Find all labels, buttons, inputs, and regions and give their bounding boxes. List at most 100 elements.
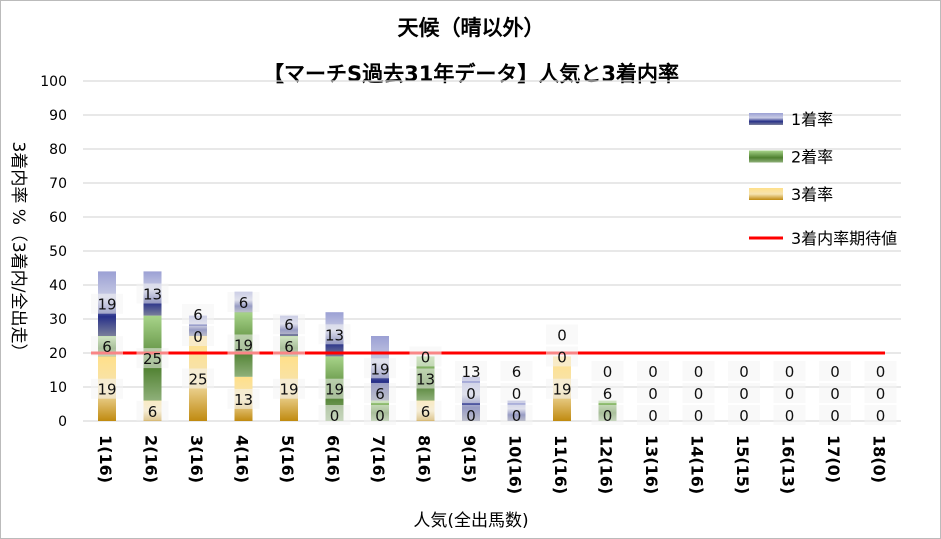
y-tick-label: 30 — [49, 312, 67, 328]
x-tick-label: 9(15) — [460, 435, 479, 483]
data-label: 6 — [375, 385, 385, 403]
data-label-bg — [728, 405, 760, 425]
data-label: 0 — [466, 385, 476, 403]
data-label: 0 — [648, 363, 658, 381]
y-tick-label: 60 — [49, 210, 67, 226]
data-label-bg — [182, 326, 214, 346]
data-label: 13 — [325, 326, 344, 344]
x-tick-label: 5(16) — [278, 435, 297, 483]
data-label-bg — [364, 358, 396, 379]
data-label: 0 — [830, 363, 840, 381]
data-label: 25 — [143, 350, 162, 368]
x-tick-label: 7(16) — [369, 435, 388, 483]
x-tick-label: 13(16) — [642, 435, 661, 494]
data-label: 0 — [830, 385, 840, 403]
x-tick-label: 1(16) — [96, 435, 115, 483]
x-tick-label: 17(0) — [824, 435, 843, 483]
data-label-bg — [318, 324, 351, 345]
data-label: 0 — [739, 385, 749, 403]
data-label: 0 — [557, 348, 567, 366]
data-label: 19 — [234, 337, 253, 355]
data-label-bg — [318, 405, 351, 425]
y-tick-label: 100 — [40, 74, 67, 90]
data-label: 6 — [284, 316, 294, 334]
data-label-bg — [682, 383, 715, 403]
data-label-bg — [500, 405, 533, 425]
data-label-bg — [728, 383, 760, 403]
data-label: 6 — [512, 363, 522, 381]
data-label: 0 — [830, 407, 840, 425]
data-label-bg — [455, 405, 487, 425]
y-tick-label: 50 — [49, 244, 67, 260]
data-label: 13 — [143, 286, 162, 304]
data-label: 19 — [370, 360, 389, 378]
data-label-bg — [227, 292, 260, 312]
data-label-bg — [819, 383, 851, 403]
data-label: 6 — [239, 294, 249, 312]
data-label-bg — [500, 383, 533, 403]
x-tick-label: 11(16) — [551, 435, 570, 494]
data-label-bg — [682, 361, 715, 381]
data-label: 0 — [876, 363, 886, 381]
data-label: 19 — [279, 381, 298, 399]
x-tick-label: 2(16) — [142, 435, 161, 483]
data-label-bg — [273, 314, 305, 335]
data-label-bg — [273, 336, 305, 357]
data-label: 6 — [102, 338, 112, 356]
legend-label: 1着率 — [791, 110, 833, 129]
x-tick-label: 8(16) — [415, 435, 434, 483]
data-label: 0 — [512, 407, 522, 425]
x-axis-label: 人気(全出馬数) — [413, 511, 528, 531]
data-label: 0 — [694, 363, 704, 381]
x-tick-label: 15(15) — [733, 435, 752, 494]
data-label-bg — [773, 405, 806, 425]
data-label-bg — [773, 383, 806, 403]
data-label: 0 — [193, 328, 203, 346]
data-label-bg — [682, 405, 715, 425]
data-label: 6 — [421, 403, 431, 421]
data-label-bg — [819, 361, 851, 381]
x-tick-label: 3(16) — [187, 435, 206, 483]
y-tick-label: 80 — [49, 142, 67, 158]
legend-swatch — [749, 113, 783, 125]
data-label-bg — [136, 400, 169, 421]
data-label: 13 — [234, 391, 253, 409]
data-label: 25 — [188, 371, 207, 389]
y-axis-label: 3着内率 %（3着内/全出走） — [8, 142, 28, 361]
data-label-bg — [136, 348, 169, 369]
legend-label: 3着内率期待値 — [791, 229, 897, 248]
data-label-bg — [500, 361, 533, 381]
data-label: 0 — [512, 385, 522, 403]
y-tick-label: 0 — [58, 414, 67, 430]
data-label-bg — [546, 346, 578, 367]
data-label-bg — [637, 361, 669, 381]
data-label-bg — [591, 383, 624, 403]
data-label-bg — [409, 346, 442, 367]
x-tick-label: 10(16) — [506, 435, 525, 494]
data-label: 0 — [603, 407, 613, 425]
data-label-bg — [455, 383, 487, 403]
x-tick-label: 4(16) — [233, 435, 252, 483]
data-label: 0 — [557, 326, 567, 344]
legend-swatch — [749, 150, 783, 163]
data-label: 0 — [375, 407, 385, 425]
data-label-bg — [227, 388, 260, 409]
data-label-bg — [546, 378, 578, 399]
data-label: 0 — [876, 407, 886, 425]
data-label-bg — [409, 368, 442, 389]
data-label-bg — [728, 361, 760, 381]
data-label: 0 — [694, 385, 704, 403]
data-label-bg — [364, 405, 396, 425]
data-label: 19 — [97, 381, 116, 399]
data-label: 0 — [785, 407, 795, 425]
legend-label: 2着率 — [791, 148, 833, 167]
data-label-bg — [91, 293, 123, 314]
data-label: 19 — [97, 296, 116, 314]
data-label-bg — [819, 405, 851, 425]
data-label: 0 — [739, 407, 749, 425]
data-label-bg — [182, 304, 214, 324]
data-label-bg — [864, 405, 897, 425]
data-label: 6 — [284, 338, 294, 356]
data-label-bg — [227, 334, 260, 355]
